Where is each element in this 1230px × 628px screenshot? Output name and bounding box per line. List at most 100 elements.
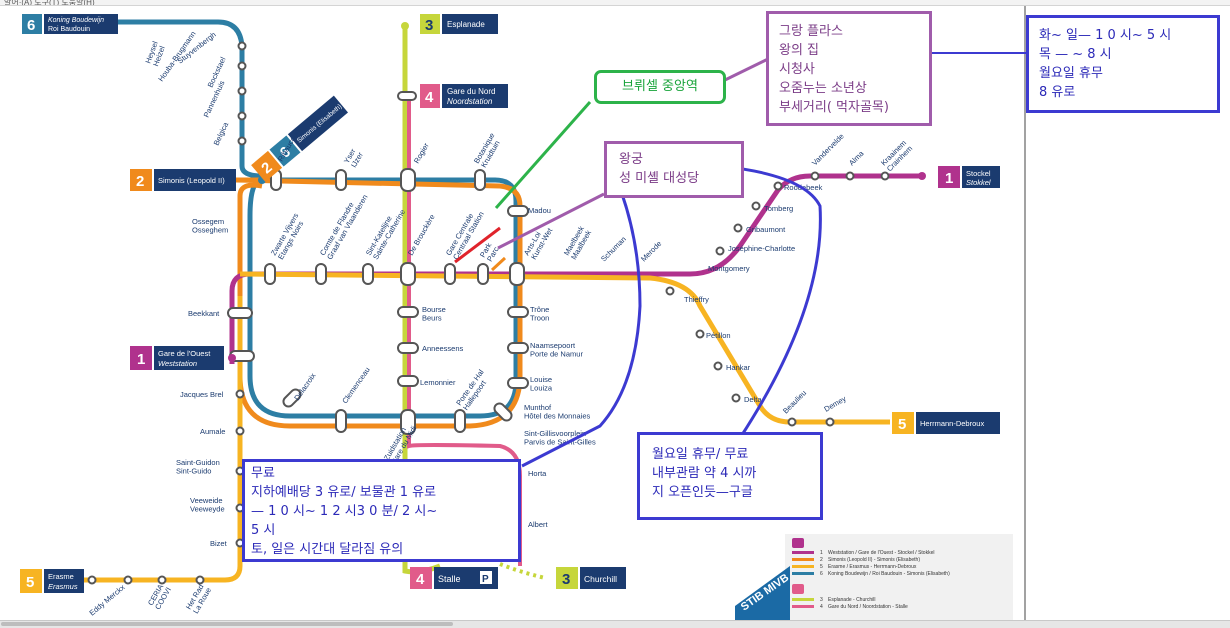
scrollbar-thumb[interactable] (1, 622, 453, 626)
terminal-badge (556, 567, 578, 589)
legend-number: 5 (820, 564, 823, 570)
station-label: Bizet (210, 539, 228, 548)
terminal-number: 4 (425, 89, 434, 106)
station-mark (397, 306, 419, 318)
terminal-badge (410, 567, 432, 589)
station-mark (400, 168, 416, 192)
station-dot (695, 329, 705, 339)
station-dot (87, 575, 97, 585)
station-label: Saint-Guidon Sint-Guido (176, 458, 220, 475)
annotation-line: 내부관람 약 4 시까 (652, 466, 757, 481)
annotation-line: 8 유로 (1039, 85, 1076, 100)
annotation-opening-hours: 화~ 일— 1 0 시~ 5 시 목 — ~ 8 시 월요일 휴무 8 유로 (1026, 15, 1220, 113)
line-3-dotted (499, 562, 546, 580)
connector-grandplace (724, 57, 769, 82)
window-menubar: 알어·(A) 도구(T) 도움말(H) (0, 0, 1230, 6)
annotation-line: 월요일 휴무/ 무료 (652, 447, 749, 462)
station-dot (237, 111, 247, 121)
station-label: Veeweide Veeweyde (190, 496, 225, 513)
station-dot (237, 61, 247, 71)
terminal-number: 1 (137, 351, 145, 368)
terminal-name: Simonis (Leopold II) (158, 176, 225, 185)
terminal-name-alt: Weststation (158, 359, 197, 368)
terminal-name: Esplanade (447, 20, 485, 29)
gare-du-nord-mark (397, 91, 417, 101)
annotation-text: 브뤼셀 중앙역 (622, 79, 698, 94)
terminal-number: 2 (136, 173, 144, 190)
station-label: Horta (528, 469, 547, 478)
station-mark (493, 402, 513, 422)
station-label: Albert (528, 520, 549, 529)
annotation-line: 그랑 플라스 (779, 24, 843, 39)
station-mark (454, 409, 466, 433)
legend-text: Esplanade - Churchill (828, 597, 876, 603)
terminal-dot-stockel (918, 172, 926, 180)
station-mark (400, 262, 416, 286)
connector-central (494, 101, 592, 209)
terminal-number: 5 (26, 574, 34, 591)
terminal-name-box (442, 14, 498, 34)
station-dot (237, 136, 247, 146)
station-dot (773, 181, 783, 191)
highlight-orange (490, 256, 507, 272)
legend-text: Simonis (Leopold II) - Simonis (Elisabet… (828, 557, 920, 563)
annotation-royal-palace: 왕궁 성 미셸 대성당 (604, 141, 744, 198)
terminal-name: Churchill (584, 574, 617, 584)
legend-text: Koning Boudewijn / Roi Baudouin - Simoni… (828, 571, 950, 577)
legend-panel (785, 534, 1013, 620)
station-mark (227, 307, 253, 319)
legend-swatch (792, 598, 814, 601)
station-label: Joséphine-Charlotte (728, 244, 795, 253)
legend-number: 4 (820, 604, 823, 610)
terminal-labels: 6 Koning Boudewijn Roi Baudouin 3 Esplan… (20, 14, 1000, 593)
terminal-number: 1 (945, 170, 953, 187)
station-label: Gribaumont (746, 225, 786, 234)
annotation-grand-place: 그랑 플라스 왕의 집 시청사 오줌누는 소년상 부세거리( 먹자골목) (766, 11, 932, 126)
terminal-number: 5 (898, 416, 906, 433)
station-label: Jacques Brel (180, 390, 224, 399)
station-mark (507, 306, 529, 318)
legend-text: Weststation / Gare de l'Ouest - Stockel … (828, 550, 934, 556)
annotation-line: 오줌누는 소년상 (779, 81, 867, 96)
station-label: Munthof Hôtel des Monnaies (524, 403, 591, 420)
annotation-line: 지 오픈인듯—구글 (652, 485, 753, 500)
station-dot (237, 41, 247, 51)
station-label: Tomberg (764, 204, 793, 213)
station-label: Bourse Beurs (422, 305, 446, 322)
terminal-name: Stockel (966, 169, 991, 178)
annotation-line: 부세거리( 먹자골목) (779, 100, 889, 115)
terminal-name-box (580, 567, 626, 589)
terminal-name: Herrmann-Debroux (920, 419, 984, 428)
station-dot (195, 575, 205, 585)
legend-swatch (792, 605, 814, 608)
legend-swatch (792, 558, 814, 561)
legend-text: Gare du Nord / Noordstation - Stalle (828, 604, 908, 610)
annotation-central-station: 브뤼셀 중앙역 (594, 70, 726, 104)
station-dot (810, 171, 820, 181)
station-mark (264, 263, 276, 285)
legend-swatch (792, 572, 814, 575)
station-mark (477, 263, 489, 285)
connector-cathedral (521, 193, 642, 468)
station-label: Aumale (200, 427, 225, 436)
station-dot (713, 361, 723, 371)
station-dot (845, 171, 855, 181)
horizontal-scrollbar[interactable] (0, 620, 1230, 628)
parking-icon-glyph: P (482, 574, 489, 585)
station-dot (235, 426, 245, 436)
station-dot (787, 417, 797, 427)
station-mark (335, 409, 347, 433)
terminal-number: 6 (27, 17, 35, 34)
terminal-name-box (916, 412, 1000, 434)
terminal-name: Gare du Nord (447, 87, 495, 96)
legend-metro-icon (792, 538, 804, 548)
terminal-name-box (287, 95, 348, 152)
terminal-badge (130, 346, 152, 370)
terminal-name-alt: Stokkel (966, 178, 991, 187)
station-label: Louise Louiza (530, 375, 553, 392)
line-5-path (239, 271, 890, 425)
terminal-name-box (154, 169, 236, 191)
station-mark (335, 169, 347, 191)
station-dot (880, 171, 890, 181)
station-mark (397, 375, 419, 387)
